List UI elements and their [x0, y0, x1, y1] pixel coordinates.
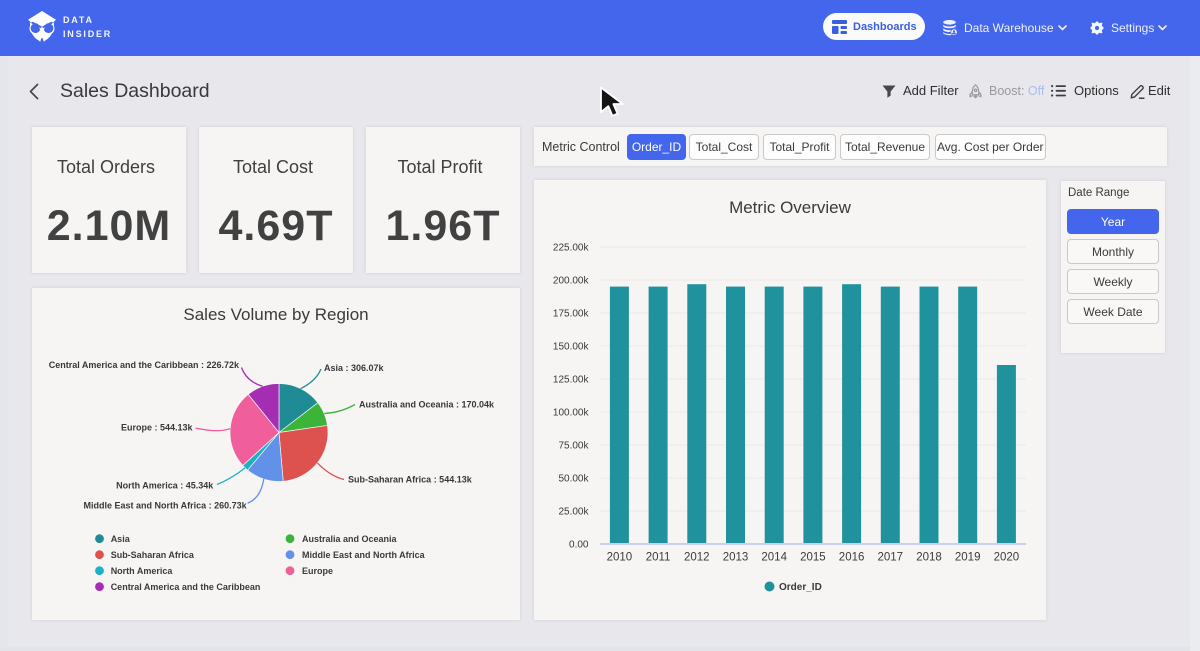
svg-text:150.00k: 150.00k: [553, 342, 590, 353]
svg-text:Middle East and North Africa :: Middle East and North Africa : 260.73k: [83, 501, 247, 511]
svg-text:Sub-Saharan Africa: Sub-Saharan Africa: [111, 550, 195, 560]
svg-text:0.00: 0.00: [569, 540, 589, 551]
svg-text:Sub-Saharan Africa : 544.13k: Sub-Saharan Africa : 544.13k: [348, 475, 473, 485]
svg-text:50.00k: 50.00k: [558, 474, 589, 485]
svg-text:100.00k: 100.00k: [553, 408, 590, 419]
svg-text:Central America and the Caribb: Central America and the Caribbean: [111, 582, 261, 592]
svg-text:2015: 2015: [800, 552, 826, 564]
svg-text:2020: 2020: [994, 552, 1020, 564]
svg-text:175.00k: 175.00k: [553, 309, 590, 320]
svg-text:2014: 2014: [761, 552, 787, 564]
svg-text:Europe: Europe: [302, 566, 333, 576]
svg-text:Central America and the Caribb: Central America and the Caribbean : 226.…: [49, 360, 240, 370]
svg-text:75.00k: 75.00k: [558, 441, 589, 452]
svg-text:2011: 2011: [646, 552, 671, 564]
svg-text:225.00k: 225.00k: [553, 243, 590, 254]
svg-text:North America : 45.34k: North America : 45.34k: [116, 481, 214, 491]
svg-text:125.00k: 125.00k: [553, 375, 590, 386]
svg-text:2012: 2012: [684, 552, 710, 564]
svg-text:2018: 2018: [916, 552, 942, 564]
svg-text:Australia and Oceania: Australia and Oceania: [302, 534, 398, 544]
svg-text:Asia : 306.07k: Asia : 306.07k: [324, 363, 385, 373]
svg-text:2016: 2016: [839, 552, 865, 564]
svg-text:Asia: Asia: [111, 534, 131, 544]
svg-text:Order_ID: Order_ID: [779, 582, 822, 593]
svg-text:25.00k: 25.00k: [558, 507, 589, 518]
svg-text:2017: 2017: [878, 552, 904, 564]
svg-text:2019: 2019: [955, 552, 981, 564]
svg-text:2013: 2013: [723, 552, 749, 564]
svg-text:Middle East and North Africa: Middle East and North Africa: [302, 550, 426, 560]
svg-text:North America: North America: [111, 566, 174, 576]
svg-text:Australia and Oceania : 170.04: Australia and Oceania : 170.04k: [359, 400, 495, 410]
svg-text:2010: 2010: [607, 552, 633, 564]
svg-text:Europe : 544.13k: Europe : 544.13k: [121, 423, 194, 433]
svg-text:200.00k: 200.00k: [553, 276, 590, 287]
